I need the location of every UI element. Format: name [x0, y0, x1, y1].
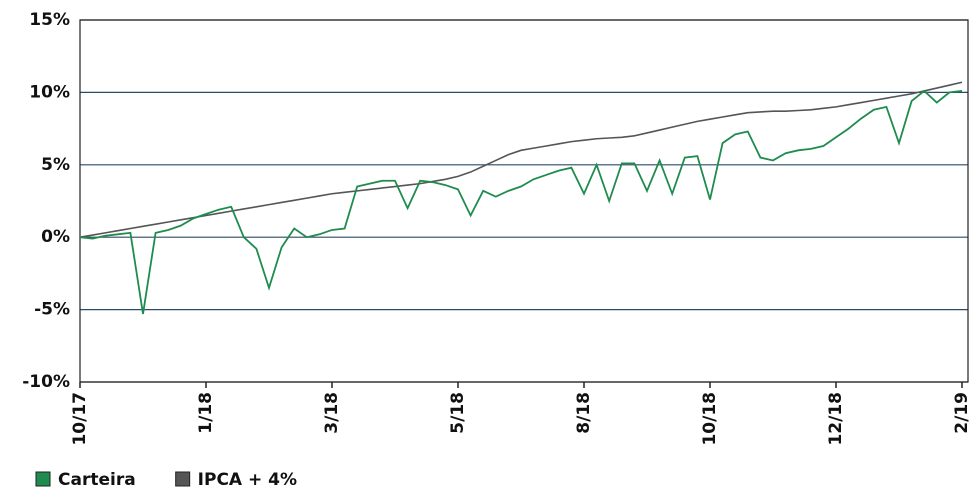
x-tick-label: 12/18: [826, 392, 846, 446]
y-tick-label: 15%: [29, 10, 70, 30]
legend-label: Carteira: [58, 470, 136, 490]
x-tick-label: 1/18: [196, 392, 216, 434]
plot-frame: [79, 19, 969, 383]
series-line: [79, 81, 963, 238]
y-tick-label: -10%: [22, 372, 70, 392]
x-tick-label: 10/18: [700, 392, 720, 446]
y-tick-label: 10%: [29, 82, 70, 102]
series-line: [79, 89, 963, 315]
legend-label: IPCA + 4%: [198, 470, 297, 490]
x-tick-label: 5/18: [448, 392, 468, 434]
x-tick-label: 10/17: [70, 392, 90, 446]
y-tick-label: 0%: [41, 227, 70, 247]
x-tick-label: 2/19: [952, 392, 972, 434]
x-tick-label: 8/18: [574, 392, 594, 434]
legend-swatch: [175, 471, 191, 487]
y-tick-label: 5%: [41, 155, 70, 175]
legend-swatch: [35, 471, 51, 487]
y-tick-label: -5%: [34, 300, 70, 320]
x-tick-label: 3/18: [322, 392, 342, 434]
